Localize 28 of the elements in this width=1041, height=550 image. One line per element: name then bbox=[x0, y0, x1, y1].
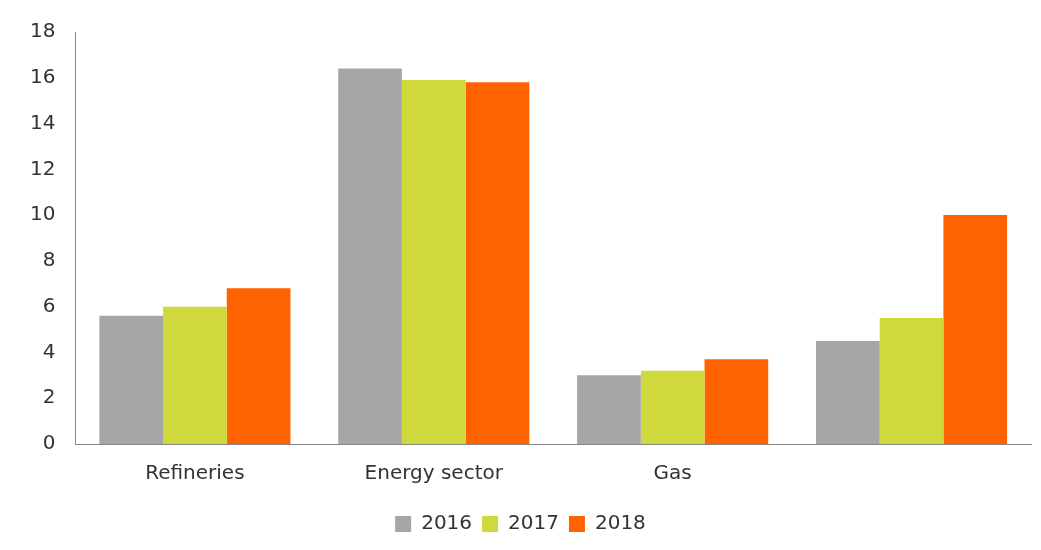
legend-label: 2017 bbox=[508, 510, 559, 535]
bar bbox=[943, 215, 1008, 444]
x-tick-label: Gas bbox=[653, 460, 692, 485]
y-tick-label: 0 bbox=[42, 430, 56, 455]
y-tick-label: 4 bbox=[42, 338, 56, 363]
legend-label: 2016 bbox=[421, 510, 473, 535]
bar bbox=[640, 370, 705, 444]
y-tick-label: 16 bbox=[30, 63, 56, 88]
bar bbox=[577, 375, 641, 444]
y-tick-label: 6 bbox=[42, 292, 56, 317]
y-tick-label: 18 bbox=[30, 18, 56, 43]
bar bbox=[879, 318, 944, 444]
bar bbox=[401, 80, 466, 444]
x-tick-label: Refineries bbox=[145, 460, 245, 485]
bar bbox=[816, 341, 880, 444]
y-tick-label: 8 bbox=[42, 247, 56, 272]
bar bbox=[163, 306, 227, 444]
y-tick-label: 2 bbox=[42, 384, 56, 409]
bar bbox=[465, 82, 530, 444]
y-tick-label: 12 bbox=[30, 155, 56, 180]
bar bbox=[704, 359, 769, 444]
y-tick-label: 10 bbox=[30, 201, 56, 226]
bar bbox=[226, 288, 291, 444]
bar bbox=[99, 315, 164, 444]
legend-label: 2018 bbox=[594, 510, 646, 535]
y-tick-label: 14 bbox=[30, 109, 56, 134]
bar bbox=[338, 68, 402, 444]
x-tick-label: Energy sector bbox=[364, 460, 504, 485]
